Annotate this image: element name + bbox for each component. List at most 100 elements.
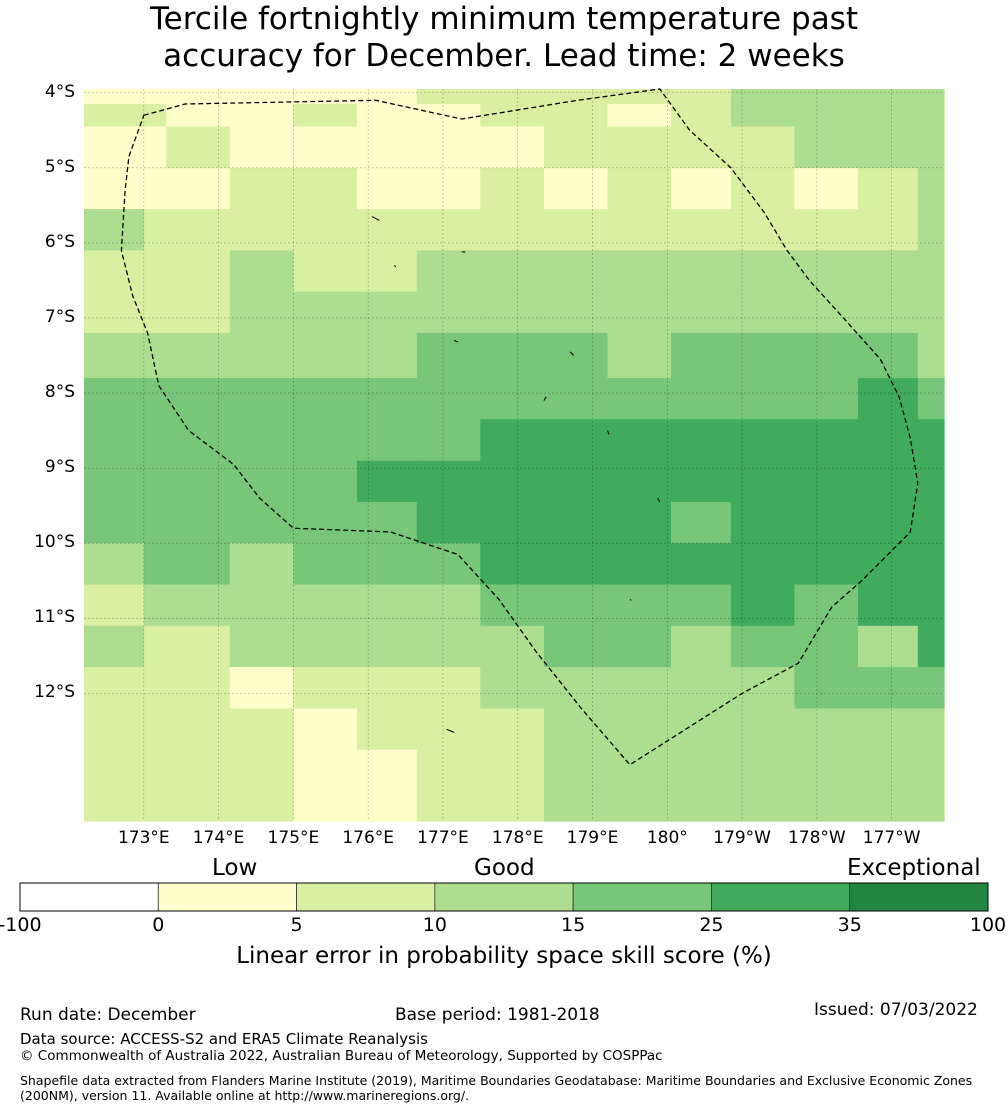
grid-cell: [794, 126, 859, 169]
grid-cell: [671, 333, 732, 379]
grid-cell: [166, 291, 231, 334]
colorbar-tick-label: 5: [290, 914, 303, 936]
grid-cell: [671, 126, 732, 169]
grid-cell: [143, 333, 167, 379]
grid-cell: [917, 543, 945, 586]
colorbar-segment: [572, 882, 712, 912]
grid-cell: [84, 749, 145, 792]
grid-cell: [794, 167, 859, 210]
chart-title-line-1: Tercile fortnightly minimum temperature …: [150, 1, 858, 37]
grid-cell: [671, 543, 732, 586]
grid-cell: [416, 250, 481, 293]
latitude-label: 12°S: [34, 682, 75, 703]
island-outline: [629, 599, 632, 601]
latitude-label: 4°S: [44, 81, 75, 102]
grid-cell: [543, 460, 609, 503]
grid-cell: [84, 501, 145, 544]
grid-cell: [166, 625, 231, 668]
grid-cell: [143, 419, 167, 462]
grid-cell: [293, 749, 358, 792]
grid-cell: [671, 378, 732, 420]
grid-cell: [543, 419, 609, 462]
grid-cell: [143, 790, 167, 822]
grid-cell: [84, 291, 145, 334]
grid-cell: [166, 790, 231, 822]
grid-cell: [858, 291, 919, 334]
grid-cell: [293, 790, 358, 822]
category-exceptional-label: Exceptional: [847, 855, 981, 881]
grid-cell: [229, 250, 294, 293]
grid-cell: [543, 708, 609, 751]
grid-cell: [607, 460, 672, 503]
grid-cell: [166, 250, 231, 293]
grid-cell: [166, 543, 231, 586]
grid-cell: [917, 460, 945, 503]
grid-cell: [84, 89, 145, 105]
colorbar-tick-label: 15: [561, 914, 586, 936]
grid-cell: [543, 209, 609, 252]
grid-cell: [293, 667, 358, 709]
grid-cell: [671, 584, 732, 627]
colorbar-segment: [296, 882, 436, 912]
grid-cell: [730, 250, 796, 293]
grid-cell: [480, 667, 545, 709]
grid-cell: [858, 378, 919, 420]
grid-cell: [293, 460, 358, 503]
grid-cell: [607, 708, 672, 751]
grid-cell: [356, 790, 418, 822]
grid-cell: [730, 460, 796, 503]
grid-cell: [607, 167, 672, 210]
colorbar-tick-label: 100: [969, 914, 1007, 936]
grid-cell: [293, 126, 358, 169]
grid-cell: [917, 749, 945, 792]
grid-cell: [166, 501, 231, 544]
grid-cell: [84, 625, 145, 668]
grid-cell: [794, 625, 859, 668]
grid-cell: [84, 419, 145, 462]
grid-cell: [480, 708, 545, 751]
island-outline: [543, 396, 547, 401]
grid-cell: [166, 419, 231, 462]
colorbar-segment: [157, 882, 297, 912]
grid-cell: [607, 126, 672, 169]
colorbar-frame: [19, 882, 989, 912]
grid-cell: [543, 625, 609, 668]
grid-cell: [543, 749, 609, 792]
base-period: Base period: 1981-2018: [395, 1005, 600, 1025]
grid-cell: [480, 333, 545, 379]
map-graticule: [84, 89, 944, 821]
grid-cell: [480, 790, 545, 822]
grid-cell: [671, 209, 732, 252]
grid-cell: [794, 749, 859, 792]
grid-cell: [917, 584, 945, 627]
grid-cell: [480, 749, 545, 792]
grid-cell: [143, 749, 167, 792]
grid-cell: [416, 667, 481, 709]
grid-cell: [166, 333, 231, 379]
grid-cell: [480, 625, 545, 668]
grid-cell: [607, 667, 672, 709]
grid-cell: [917, 104, 945, 128]
grid-cell: [229, 104, 294, 128]
grid-cell: [671, 501, 732, 544]
grid-cell: [794, 89, 859, 105]
grid-cell: [356, 250, 418, 293]
grid-cell: [858, 708, 919, 751]
grid-cell: [607, 104, 672, 128]
grid-cell: [416, 584, 481, 627]
grid-cell: [671, 167, 732, 210]
longitude-label: 180°: [646, 828, 688, 848]
grid-cell: [356, 460, 418, 503]
grid-cell: [480, 460, 545, 503]
colorbar-tick-label: 0: [152, 914, 165, 936]
grid-cell: [229, 460, 294, 503]
grid-cell: [917, 625, 945, 668]
grid-cell: [480, 167, 545, 210]
grid-cell: [794, 250, 859, 293]
grid-cell: [229, 333, 294, 379]
grid-cell: [356, 749, 418, 792]
grid-cell: [858, 209, 919, 252]
grid-cell: [917, 378, 945, 420]
grid-cell: [858, 543, 919, 586]
grid-cell: [480, 378, 545, 420]
